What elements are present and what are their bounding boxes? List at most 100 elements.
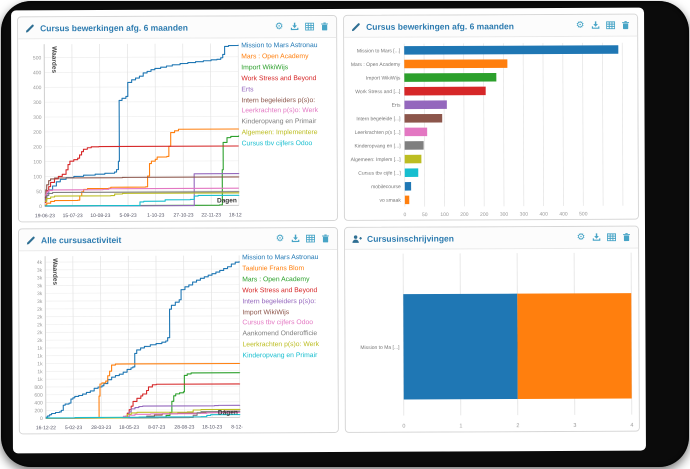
trash-icon[interactable]: [620, 20, 630, 30]
download-icon[interactable]: [289, 22, 299, 32]
pencil-icon[interactable]: [25, 22, 36, 33]
svg-text:400: 400: [559, 211, 568, 217]
bar-segment: [517, 293, 632, 399]
svg-text:18-05-23: 18-05-23: [119, 425, 139, 431]
svg-text:28-08-23: 28-08-23: [174, 425, 194, 431]
svg-text:1-10-23: 1-10-23: [147, 213, 164, 219]
svg-text:600: 600: [34, 393, 43, 399]
bar: [404, 141, 424, 150]
svg-text:2k: 2k: [37, 338, 43, 344]
svg-text:100: 100: [33, 174, 42, 180]
svg-text:2k: 2k: [37, 330, 43, 336]
legend-item[interactable]: Mission to Mars Astronau: [241, 42, 318, 50]
legend-item[interactable]: Kinderopvang en Primair: [242, 352, 318, 360]
panel-cursus-bewerkingen-bars: Cursus bewerkingen afg. 6 maanden ⚙ 0 50 1…: [343, 13, 639, 221]
series-line: [44, 192, 240, 202]
line-chart: 4k3k3k3k3k3k2k2k2k2k2k1k1k1k1k1k80060040…: [34, 255, 249, 431]
table-icon[interactable]: [305, 234, 315, 244]
legend-item[interactable]: Algemeen: Implementere: [241, 129, 318, 137]
line-chart-area: 500 400 400 300 300 200 200 100 100 50 0 19-06-23 15…: [18, 38, 249, 221]
bar-chart: 0 50 100 200 200 300 300 400 400 500 Mission to Ma…: [351, 42, 624, 218]
legend-item[interactable]: Aankomend Onderofficie: [242, 330, 318, 338]
svg-text:Waardes: Waardes: [50, 46, 57, 73]
svg-text:5-09-23: 5-09-23: [119, 213, 136, 219]
gear-icon[interactable]: ⚙: [576, 231, 586, 243]
gear-icon[interactable]: ⚙: [274, 20, 284, 32]
svg-text:15-07-23: 15-07-23: [63, 213, 83, 219]
svg-text:500: 500: [33, 55, 42, 61]
series-line: [45, 261, 240, 418]
panel-header: Cursus bewerkingen afg. 6 maanden ⚙: [344, 14, 638, 38]
trash-icon[interactable]: [320, 233, 330, 243]
table-icon[interactable]: [606, 232, 616, 242]
legend-item[interactable]: Mission to Mars Astronau: [242, 254, 319, 262]
legend-item[interactable]: Kinderopvang en Primair: [241, 118, 317, 126]
svg-text:2: 2: [516, 423, 519, 429]
legend-item[interactable]: Work Stress and Beyond: [241, 74, 317, 83]
legend-item[interactable]: Import WikiWijs: [241, 63, 289, 72]
svg-text:Mission to Ma [...]: Mission to Ma [...]: [360, 345, 400, 351]
legend-item[interactable]: Intern begeleiders p(s)o:: [242, 297, 317, 306]
panel-body: 0 50 100 200 200 300 300 400 400 500 Mission to Ma…: [344, 36, 638, 220]
legend-item[interactable]: Import WikiWijs: [242, 308, 290, 316]
svg-text:8-12-23: 8-12-23: [231, 424, 243, 430]
panel-title: Cursus bewerkingen afg. 6 maanden: [40, 22, 188, 33]
trash-icon[interactable]: [621, 232, 631, 242]
user-plus-icon: [352, 233, 363, 244]
legend-item[interactable]: Taalunie Frans Blom: [242, 265, 305, 273]
svg-text:vo smaak: vo smaak: [379, 198, 401, 204]
svg-text:Waardes: Waardes: [51, 258, 58, 285]
line-chart-area: 4k 3k 3k 3k 3k 3k 2k 2k 2k 2k 2k 1k 1k 1k 1k 1k 800 600 40…: [19, 250, 249, 433]
series-line: [44, 173, 240, 207]
chart-legend: Mission to Mars Astronau Mars : Open Acad…: [241, 41, 334, 150]
legend-item[interactable]: Mars : Open Academy: [242, 275, 310, 284]
svg-text:3: 3: [573, 423, 576, 429]
svg-text:Mission to Mars [...]: Mission to Mars [...]: [357, 48, 401, 54]
svg-text:800: 800: [34, 385, 43, 391]
trash-icon[interactable]: [319, 21, 329, 31]
svg-text:Leerkrachten p(s [...]: Leerkrachten p(s [...]: [355, 130, 401, 136]
svg-text:8-07-23: 8-07-23: [148, 425, 165, 431]
legend-item[interactable]: Intern begeleiders p(s)o:: [241, 96, 316, 104]
pencil-icon[interactable]: [26, 234, 37, 245]
legend-item[interactable]: Leerkrachten p(s)o: Werk: [241, 107, 319, 115]
legend-item[interactable]: Cursus tbv cijfers Odoo: [241, 140, 313, 148]
svg-text:400: 400: [33, 85, 42, 91]
svg-text:200: 200: [34, 408, 43, 414]
svg-text:22-11-23: 22-11-23: [201, 212, 221, 218]
download-icon[interactable]: [290, 234, 300, 244]
svg-text:2k: 2k: [37, 322, 43, 328]
panel-header: Alle cursusactiviteit ⚙: [18, 227, 338, 252]
legend-item[interactable]: Erts: [241, 85, 254, 94]
gear-icon[interactable]: ⚙: [275, 232, 285, 244]
legend-item[interactable]: Mars : Open Academy: [241, 52, 309, 61]
svg-text:5-02-23: 5-02-23: [65, 425, 82, 431]
dashboard-screen: Cursus bewerkingen afg. 6 maanden ⚙ Miss…: [11, 7, 646, 454]
download-icon[interactable]: [590, 20, 600, 30]
legend-item[interactable]: Work Stress and Beyond: [242, 286, 318, 295]
download-icon[interactable]: [591, 232, 601, 242]
dashboard-grid: Cursus bewerkingen afg. 6 maanden ⚙ Miss…: [11, 8, 646, 454]
bar: [404, 195, 410, 205]
gear-icon[interactable]: ⚙: [575, 19, 585, 31]
svg-text:Mars : Open Academy: Mars : Open Academy: [351, 62, 401, 68]
svg-text:4k: 4k: [37, 260, 43, 266]
bar: [404, 127, 428, 137]
svg-text:300: 300: [500, 212, 509, 218]
bar: [404, 154, 422, 164]
series-line: [44, 187, 239, 196]
svg-text:1k: 1k: [37, 377, 43, 383]
svg-text:300: 300: [520, 212, 529, 218]
panel-body: Mission to Mars Astronau Mars : Open Acad…: [18, 37, 337, 222]
pencil-icon[interactable]: [351, 21, 362, 32]
svg-text:2k: 2k: [37, 315, 43, 321]
bar: [404, 86, 486, 96]
table-icon[interactable]: [605, 20, 615, 30]
legend-item[interactable]: Leerkrachten p(s)o: Werk: [242, 341, 320, 349]
legend-item[interactable]: Cursus tbv cijfers Odoo: [242, 319, 314, 327]
svg-text:500: 500: [579, 211, 588, 217]
svg-text:1k: 1k: [37, 346, 43, 352]
series-line: [45, 362, 241, 419]
table-icon[interactable]: [304, 22, 314, 32]
